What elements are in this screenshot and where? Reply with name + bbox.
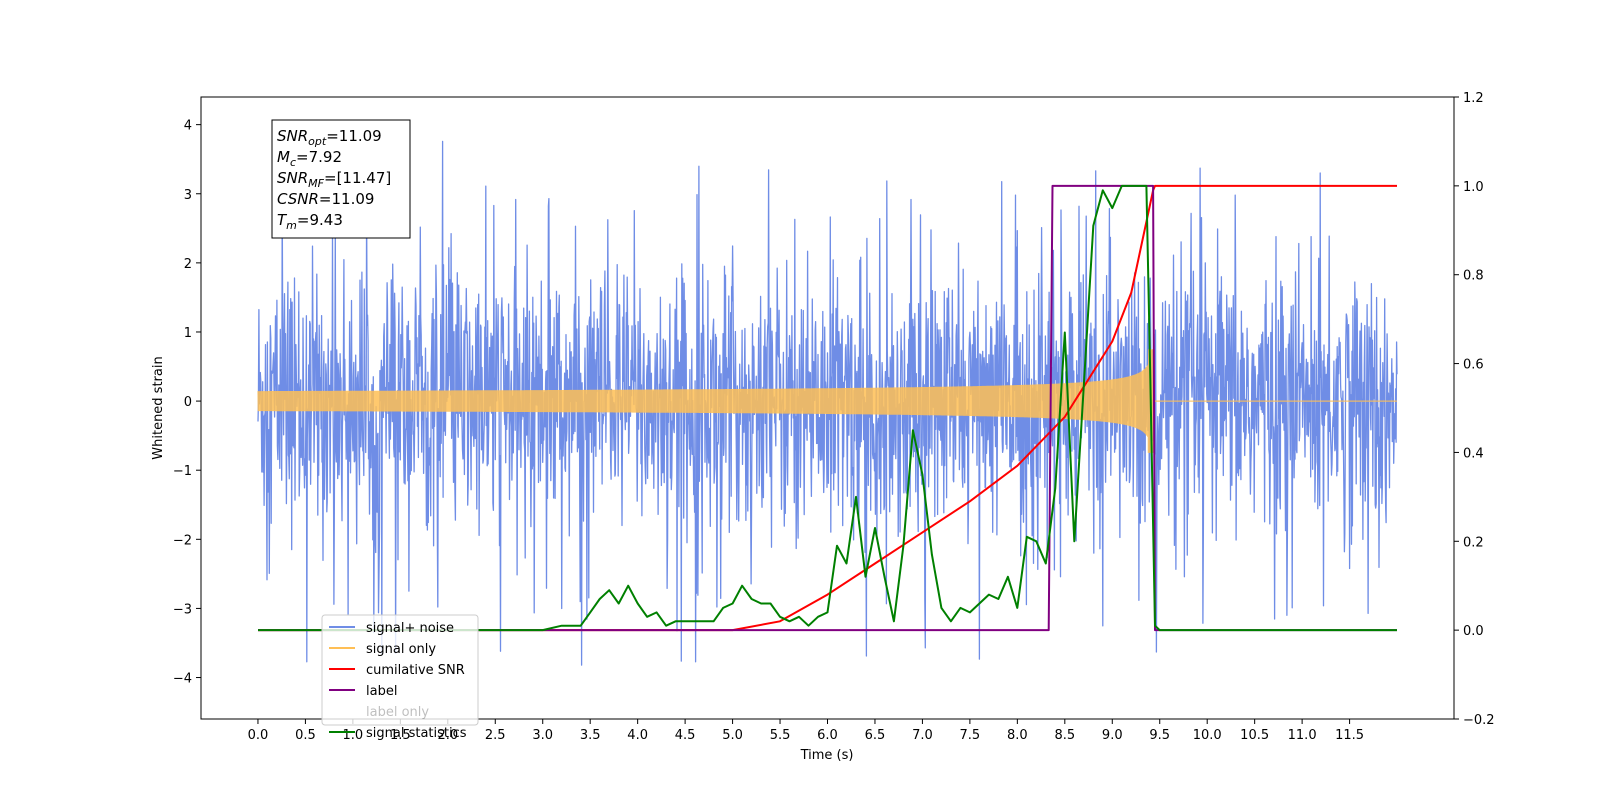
y2-tick-label: 0.2 [1463, 535, 1484, 550]
stats-box: SNRopt=11.09Mc=7.92SNRMF=[11.47]CSNR=11.… [271, 119, 411, 239]
x-tick-label: 2.5 [485, 728, 506, 743]
stat-line: SNRMF=[11.47] [277, 169, 391, 190]
stat-line: CSNR=11.09 [277, 190, 374, 208]
x-tick-label: 10.5 [1240, 728, 1269, 743]
legend-label: signal only [366, 642, 436, 657]
x-tick-label: 8.0 [1007, 728, 1028, 743]
y2-tick-label: 1.0 [1463, 180, 1484, 195]
legend-label: signal statistics [366, 726, 467, 741]
legend-frame [321, 614, 479, 726]
y2-tick-label: 0.6 [1463, 358, 1484, 373]
y2-tick-label: 1.2 [1463, 91, 1484, 106]
series-cumilative-snr [258, 184, 1397, 632]
x-tick-label: 5.0 [722, 728, 743, 743]
x-tick-label: 5.5 [770, 728, 791, 743]
y-axis-label: Whitened strain [151, 356, 166, 459]
legend-label: signal+ noise [366, 621, 454, 636]
x-tick-label: 0.0 [248, 728, 269, 743]
x-tick-label: 6.0 [817, 728, 838, 743]
x-axis-label: Time (s) [800, 748, 854, 763]
series-signal-statistics [258, 184, 1397, 632]
axes-layer: 0.0 0.5 1.0 1.5 2.0 2.5 3.0 3.5 4.0 4.5 5.0 5.5 6.0 6… [173, 91, 1495, 743]
x-tick-label: 3.0 [532, 728, 553, 743]
series-signal-only [257, 349, 1397, 453]
y-tick-label: 3 [184, 188, 192, 203]
y-tick-label: 1 [184, 326, 192, 341]
y-tick-label: 2 [184, 257, 192, 272]
x-tick-label: 7.0 [912, 728, 933, 743]
x-tick-label: 4.5 [675, 728, 696, 743]
x-tick-label: 9.0 [1102, 728, 1123, 743]
y2-tick-label: 0.4 [1463, 446, 1484, 461]
x-tick-label: 2.0 [437, 728, 458, 743]
y2-tick-label: 0.8 [1463, 269, 1484, 284]
y2-tick-label: 0.0 [1463, 624, 1484, 639]
x-tick-label: 0.5 [295, 728, 316, 743]
stat-line: Mc=7.92 [277, 148, 342, 169]
y-tick-label: −4 [173, 672, 192, 687]
legend-label: cumilative SNR [366, 663, 465, 678]
stat-line: SNRopt=11.09 [277, 127, 382, 148]
x-tick-label: 11.5 [1335, 728, 1364, 743]
y-tick-label: −3 [173, 602, 192, 617]
x-tick-label: 7.5 [960, 728, 981, 743]
y-tick-label: −2 [173, 533, 192, 548]
y2-tick-label: −0.2 [1463, 713, 1495, 728]
x-tick-label: 9.5 [1149, 728, 1170, 743]
x-tick-label: 4.0 [627, 728, 648, 743]
x-tick-label: 1.0 [343, 728, 364, 743]
x-tick-label: 1.5 [390, 728, 411, 743]
legend: signal+ noise signal only cumilative SNR la… [321, 614, 479, 741]
legend-label: label [366, 684, 397, 699]
y-tick-label: −1 [173, 464, 192, 479]
x-tick-label: 8.5 [1054, 728, 1075, 743]
stat-line: Tm=9.43 [277, 211, 343, 232]
stats-box-frame [271, 119, 411, 239]
x-tick-label: 6.5 [865, 728, 886, 743]
y-tick-label: 4 [184, 119, 192, 134]
x-tick-label: 11.0 [1288, 728, 1317, 743]
legend-label: label only [366, 705, 429, 720]
data-layer [257, 140, 1398, 666]
y-tick-label: 0 [184, 395, 192, 410]
x-tick-label: 10.0 [1193, 728, 1222, 743]
x-tick-label: 3.5 [580, 728, 601, 743]
